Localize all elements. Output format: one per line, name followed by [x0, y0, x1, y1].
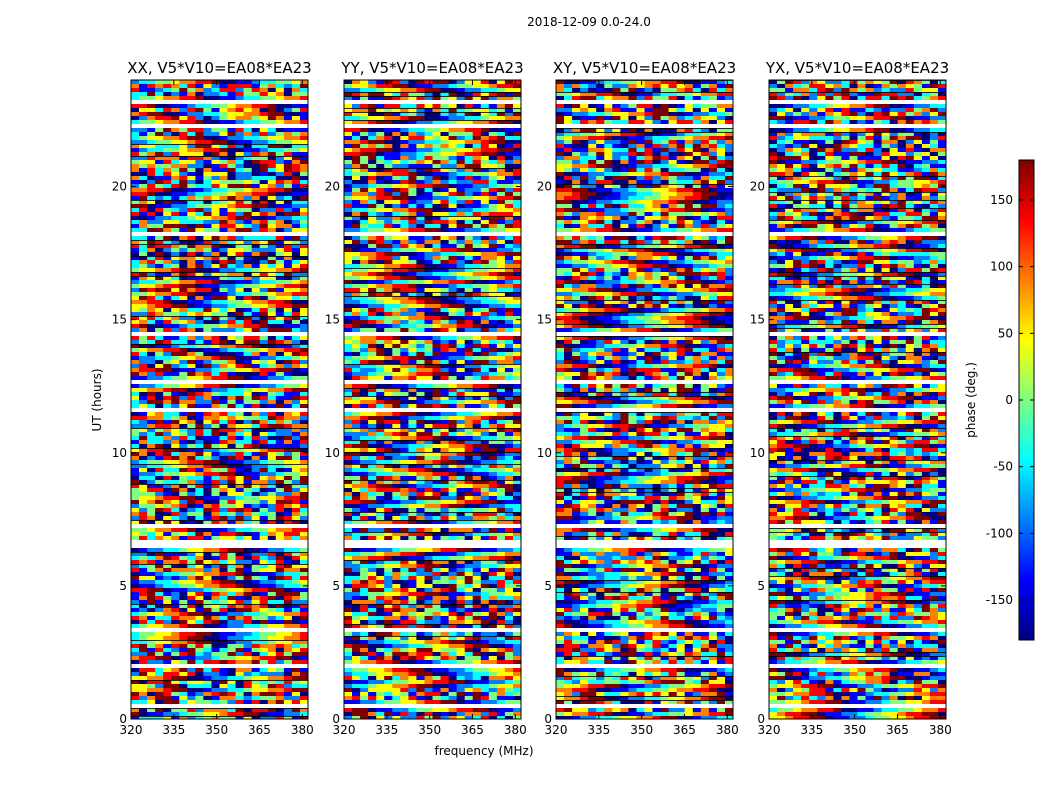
colorbar-tick-label: -100 — [986, 526, 1013, 540]
colorbar-tick-label: 100 — [990, 260, 1013, 274]
y-tick-label: 10 — [750, 446, 765, 460]
figure-suptitle: 2018-12-09 0.0-24.0 — [527, 15, 651, 29]
y-tick-label: 0 — [332, 712, 340, 726]
panel-title: XY, V5*V10=EA08*EA23 — [553, 59, 736, 77]
colorbar-tick-label: 50 — [998, 326, 1013, 340]
y-axis-label: UT (hours) — [90, 368, 104, 431]
x-tick-label: 380 — [929, 723, 952, 737]
x-tick-label: 380 — [716, 723, 739, 737]
x-tick-label: 335 — [375, 723, 398, 737]
colorbar-tick-label: 150 — [990, 193, 1013, 207]
colorbar-tick-label: -50 — [993, 460, 1013, 474]
y-tick-label: 15 — [750, 313, 765, 327]
y-tick-label: 0 — [119, 712, 127, 726]
y-tick-label: 15 — [112, 313, 127, 327]
y-tick-label: 0 — [757, 712, 765, 726]
plot-frame — [555, 79, 734, 720]
y-tick-label: 10 — [325, 446, 340, 460]
x-tick-label: 335 — [162, 723, 185, 737]
y-tick-label: 10 — [112, 446, 127, 460]
panels-group: XX, V5*V10=EA08*EA23 320 335 350 365 380 0 5 10 1… — [112, 59, 952, 737]
colorbar-gradient — [1019, 160, 1034, 640]
plot-frame — [130, 79, 309, 720]
panel-title: YX, V5*V10=EA08*EA23 — [765, 59, 949, 77]
y-tick-label: 20 — [112, 180, 127, 194]
colorbar: -150 -100 -50 0 50 100 150 — [986, 159, 1035, 641]
colorbar-label: phase (deg.) — [964, 362, 978, 438]
x-tick-label: 320 — [333, 723, 356, 737]
colorbar-tick-label: 0 — [1005, 393, 1013, 407]
x-axis-label: frequency (MHz) — [434, 744, 533, 758]
x-tick-label: 350 — [843, 723, 866, 737]
x-tick-label: 320 — [120, 723, 143, 737]
y-tick-label: 5 — [544, 579, 552, 593]
panel-1: XX, V5*V10=EA08*EA23 320 335 350 365 380 0 5 10 1… — [112, 59, 314, 737]
phase-image — [556, 80, 733, 719]
y-tick-label: 5 — [119, 579, 127, 593]
x-tick-label: 320 — [758, 723, 781, 737]
phase-image — [131, 80, 308, 719]
plot-frame — [768, 79, 947, 720]
y-tick-label: 20 — [325, 180, 340, 194]
y-tick-label: 15 — [325, 313, 340, 327]
plot-frame — [343, 79, 522, 720]
panel-2: YY, V5*V10=EA08*EA23 320 335 350 365 380 0 5 10 1… — [325, 59, 527, 737]
panel-title: XX, V5*V10=EA08*EA23 — [127, 59, 311, 77]
y-tick-label: 5 — [332, 579, 340, 593]
phase-image — [344, 80, 521, 719]
y-tick-label: 10 — [537, 446, 552, 460]
panel-4: YX, V5*V10=EA08*EA23 320 335 350 365 380 0 5 10 1… — [750, 59, 952, 737]
y-tick-label: 20 — [537, 180, 552, 194]
x-tick-label: 335 — [800, 723, 823, 737]
x-tick-label: 350 — [205, 723, 228, 737]
x-tick-label: 365 — [886, 723, 909, 737]
panel-3: XY, V5*V10=EA08*EA23 320 335 350 365 380 0 5 10 1… — [537, 59, 739, 737]
x-tick-label: 320 — [545, 723, 568, 737]
panel-title: YY, V5*V10=EA08*EA23 — [340, 59, 523, 77]
x-tick-label: 365 — [461, 723, 484, 737]
y-tick-label: 20 — [750, 180, 765, 194]
x-tick-label: 350 — [630, 723, 653, 737]
y-tick-label: 0 — [544, 712, 552, 726]
y-tick-label: 5 — [757, 579, 765, 593]
x-tick-label: 365 — [248, 723, 271, 737]
x-tick-label: 380 — [504, 723, 527, 737]
x-tick-label: 365 — [673, 723, 696, 737]
x-tick-label: 380 — [291, 723, 314, 737]
x-tick-label: 350 — [418, 723, 441, 737]
x-tick-label: 335 — [587, 723, 610, 737]
y-tick-label: 15 — [537, 313, 552, 327]
phase-image — [769, 80, 946, 719]
colorbar-tick-label: -150 — [986, 593, 1013, 607]
